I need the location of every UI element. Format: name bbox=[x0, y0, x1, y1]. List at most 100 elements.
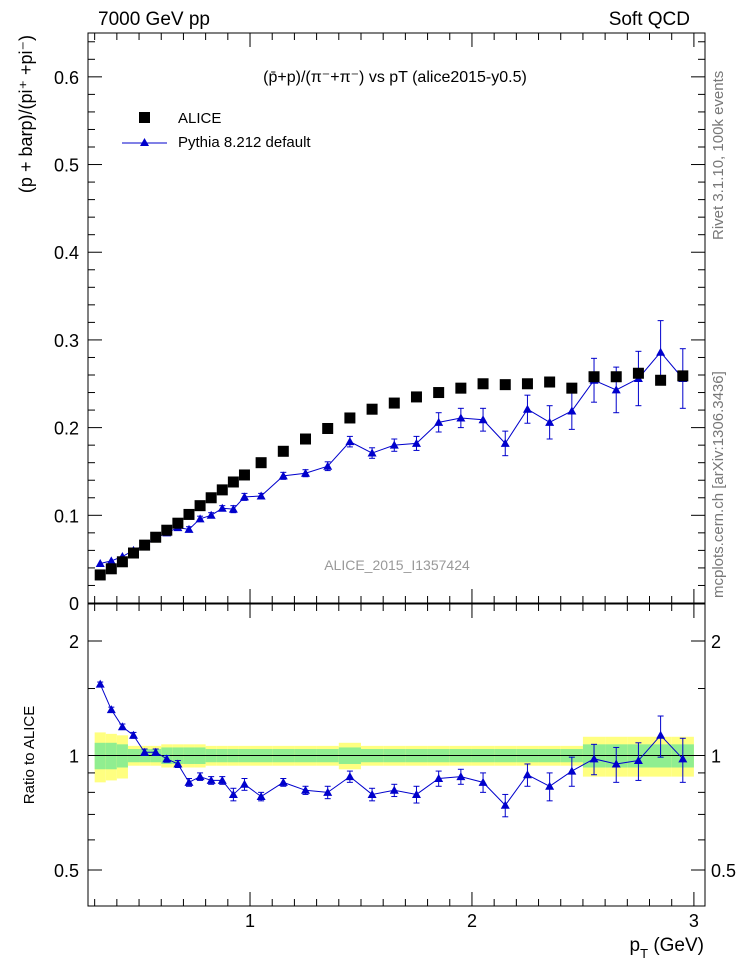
ratio-point bbox=[162, 754, 172, 763]
alice-point bbox=[455, 382, 467, 394]
ratio-point bbox=[128, 730, 138, 739]
ratio-point bbox=[323, 787, 333, 796]
top-ytick-label: 0.1 bbox=[54, 506, 79, 526]
legend-label-alice: ALICE bbox=[178, 110, 221, 127]
ratio-band-inner bbox=[94, 742, 106, 770]
pythia-series-line bbox=[100, 351, 684, 565]
pythia-point bbox=[611, 385, 621, 394]
ratio-point bbox=[256, 792, 266, 801]
ratio-data-marks bbox=[95, 679, 688, 818]
top-ytick-labels: 0 0.1 0.2 0.3 0.4 0.5 0.6 bbox=[54, 68, 79, 614]
x-axis-label-unit: (GeV) bbox=[648, 935, 704, 956]
alice-point bbox=[544, 376, 556, 388]
alice-point bbox=[183, 508, 195, 520]
alice-point bbox=[433, 387, 445, 399]
ratio-point bbox=[567, 766, 577, 775]
ratio-uncertainty-bands bbox=[88, 732, 705, 783]
ratio-xtick-label: 3 bbox=[689, 911, 699, 931]
top-watermark: ALICE_2015_I1357424 bbox=[324, 557, 470, 573]
alice-point bbox=[127, 547, 139, 559]
ratio-point bbox=[367, 789, 377, 798]
header-left-label: 7000 GeV pp bbox=[98, 9, 210, 30]
ratio-point bbox=[589, 754, 599, 763]
alice-point bbox=[194, 500, 206, 512]
alice-point bbox=[610, 371, 622, 383]
ratio-xtick-label: 2 bbox=[467, 911, 477, 931]
ratio-point bbox=[228, 789, 238, 798]
alice-point bbox=[566, 382, 578, 394]
ratio-point bbox=[545, 781, 555, 790]
alice-point bbox=[161, 524, 173, 536]
pythia-point bbox=[411, 438, 421, 447]
pythia-point bbox=[500, 438, 510, 447]
pythia-point bbox=[522, 404, 532, 413]
pythia-point bbox=[301, 468, 311, 477]
legend: ALICE Pythia 8.212 default bbox=[122, 110, 311, 151]
alice-point bbox=[388, 397, 400, 409]
ratio-series-line bbox=[99, 683, 684, 807]
pythia-point bbox=[367, 448, 377, 457]
ratio-point bbox=[656, 730, 666, 739]
ratio-point bbox=[434, 774, 444, 783]
x-axis-label-sub: T bbox=[640, 946, 648, 961]
pythia-point bbox=[456, 413, 466, 422]
pythia-point bbox=[228, 504, 238, 513]
alice-point bbox=[139, 539, 151, 551]
ratio-point bbox=[678, 754, 688, 763]
top-data-marks bbox=[94, 320, 689, 581]
mcplots-label: mcplots.cern.ch [arXiv:1306.3436] bbox=[710, 371, 727, 598]
pythia-point bbox=[217, 503, 227, 512]
pythia-point bbox=[434, 417, 444, 426]
legend-marker-alice bbox=[139, 112, 150, 123]
top-ytick-label: 0.5 bbox=[54, 156, 79, 176]
top-ytick-label: 0.6 bbox=[54, 68, 79, 88]
ratio-point bbox=[478, 777, 488, 786]
alice-point bbox=[344, 412, 356, 424]
pythia-point bbox=[345, 437, 355, 446]
ratio-point bbox=[184, 777, 194, 786]
ratio-plot-panel: Ratio to ALICE 0.5 0.5 1 1 2 2 1 2 3 pT (GeV) bbox=[21, 603, 736, 961]
ratio-point bbox=[239, 779, 249, 788]
alice-point bbox=[172, 517, 184, 529]
ratio-ytick-label-right: 0.5 bbox=[711, 861, 736, 881]
alice-point bbox=[521, 378, 533, 390]
pythia-point bbox=[239, 492, 249, 501]
alice-point bbox=[150, 531, 162, 543]
x-axis-label-p: p bbox=[630, 935, 641, 956]
alice-point bbox=[366, 403, 378, 415]
alice-point bbox=[255, 457, 267, 469]
pythia-point bbox=[95, 559, 105, 568]
alice-point bbox=[238, 469, 250, 481]
ratio-ytick-label: 2 bbox=[69, 632, 79, 652]
alice-point bbox=[588, 371, 600, 383]
alice-point bbox=[499, 379, 511, 391]
ratio-point bbox=[151, 747, 161, 756]
top-ytick-label: 0.4 bbox=[54, 243, 79, 263]
ratio-point bbox=[345, 772, 355, 781]
ratio-point bbox=[217, 775, 227, 784]
alice-point bbox=[94, 569, 106, 581]
top-ytick-label: 0.3 bbox=[54, 331, 79, 351]
top-ytick-label: 0 bbox=[69, 594, 79, 614]
alice-point bbox=[105, 563, 117, 575]
top-ytick-label: 0.2 bbox=[54, 419, 79, 439]
alice-point bbox=[277, 445, 289, 457]
alice-point bbox=[216, 484, 228, 496]
pythia-point bbox=[656, 347, 666, 356]
alice-point bbox=[116, 556, 128, 568]
pythia-point bbox=[278, 471, 288, 480]
alice-point bbox=[300, 433, 312, 445]
alice-point bbox=[227, 476, 239, 488]
pythia-point bbox=[545, 417, 555, 426]
ratio-ytick-labels: 0.5 0.5 1 1 2 2 bbox=[54, 632, 736, 881]
ratio-xtick-label: 1 bbox=[245, 911, 255, 931]
alice-point bbox=[632, 367, 644, 379]
ratio-point bbox=[106, 705, 116, 714]
ratio-ytick-label-right: 1 bbox=[711, 747, 721, 767]
x-axis-label: pT (GeV) bbox=[630, 935, 704, 961]
alice-point bbox=[677, 370, 689, 382]
alice-point bbox=[322, 422, 334, 434]
pythia-point bbox=[389, 440, 399, 449]
rivet-label: Rivet 3.1.10, 100k events bbox=[710, 71, 727, 240]
